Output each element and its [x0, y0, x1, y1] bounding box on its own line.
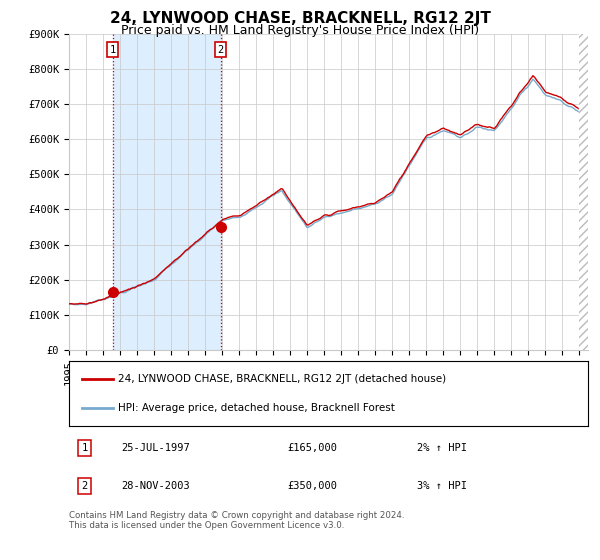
Text: 25-JUL-1997: 25-JUL-1997	[121, 443, 190, 453]
Text: 3% ↑ HPI: 3% ↑ HPI	[417, 480, 467, 491]
Text: HPI: Average price, detached house, Bracknell Forest: HPI: Average price, detached house, Brac…	[118, 403, 395, 413]
Text: £350,000: £350,000	[287, 480, 337, 491]
Text: 2: 2	[82, 480, 88, 491]
Text: 28-NOV-2003: 28-NOV-2003	[121, 480, 190, 491]
Text: Contains HM Land Registry data © Crown copyright and database right 2024.
This d: Contains HM Land Registry data © Crown c…	[69, 511, 404, 530]
Text: 2: 2	[217, 45, 224, 55]
Bar	[580, 34, 590, 350]
Text: Price paid vs. HM Land Registry's House Price Index (HPI): Price paid vs. HM Land Registry's House …	[121, 24, 479, 36]
Text: 24, LYNWOOD CHASE, BRACKNELL, RG12 2JT: 24, LYNWOOD CHASE, BRACKNELL, RG12 2JT	[110, 11, 490, 26]
Bar	[113, 34, 221, 350]
Text: 1: 1	[109, 45, 116, 55]
Text: 24, LYNWOOD CHASE, BRACKNELL, RG12 2JT (detached house): 24, LYNWOOD CHASE, BRACKNELL, RG12 2JT (…	[118, 374, 446, 384]
Text: 1: 1	[82, 443, 88, 453]
Bar	[580, 34, 590, 350]
Text: 2% ↑ HPI: 2% ↑ HPI	[417, 443, 467, 453]
Text: £165,000: £165,000	[287, 443, 337, 453]
